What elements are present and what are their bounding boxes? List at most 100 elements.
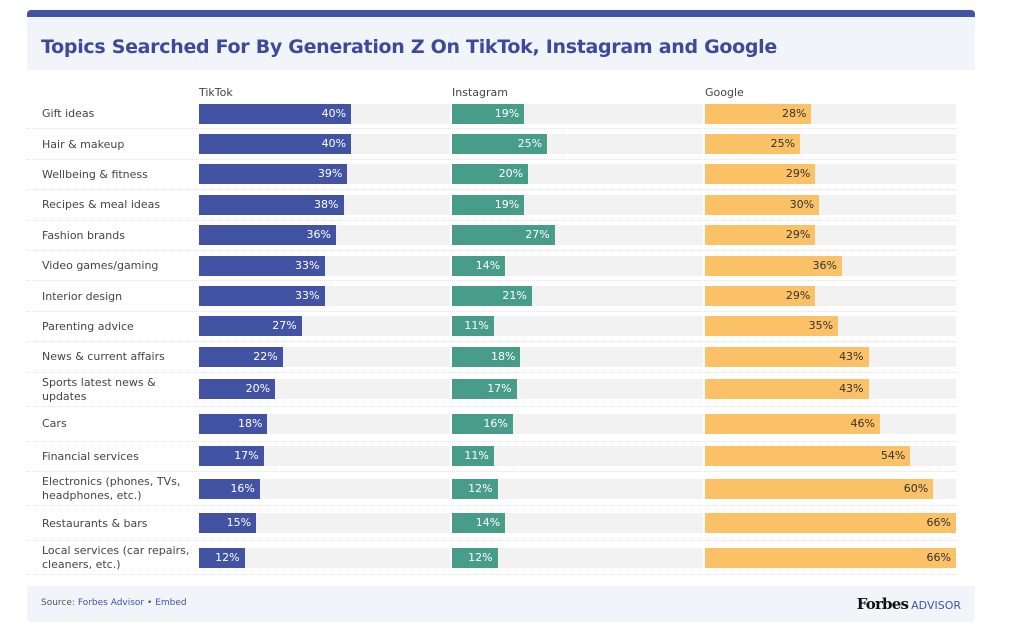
bar-track: 20% [199,379,450,400]
instagram-bar: 12% [452,478,498,499]
chart-header: Topics Searched For By Generation Z On T… [27,17,975,70]
value-label: 38% [314,197,339,211]
bar-track: 19% [452,194,703,215]
chart-row: Fashion brands 36% 27% 29% [27,221,957,251]
value-label: 29% [785,167,811,181]
bar-track: 11% [452,446,703,467]
source-line: Source: Forbes Advisor • Embed [41,598,187,608]
bar-track: 60% [705,478,956,499]
tiktok-bar: 40% [199,103,352,124]
value-label: 14% [475,258,501,272]
google-bar: 28% [705,103,812,124]
value-label: 33% [295,289,320,303]
bar-track: 33% [199,286,450,307]
bar-track: 38% [199,194,450,215]
google-bar: 25% [705,134,801,155]
google-bar: 46% [705,413,880,434]
chart-card: Topics Searched For By Generation Z On T… [27,10,975,622]
category-label: Gift ideas [42,107,95,121]
instagram-bar: 19% [452,194,525,215]
bar-track: 21% [452,286,703,307]
bar-track: 16% [199,478,450,499]
top-accent-bar [27,10,975,17]
value-label: 27% [525,228,550,242]
value-label: 18% [491,349,516,363]
bar-track: 27% [452,225,703,246]
value-label: 54% [880,449,906,463]
value-label: 12% [468,481,493,495]
google-bar: 35% [705,316,839,337]
instagram-bar: 20% [452,164,529,185]
bar-track: 14% [452,513,703,534]
google-bar: 29% [705,164,816,185]
bar-track: 36% [705,255,956,276]
tiktok-bar: 38% [199,194,344,215]
bar-track: 12% [452,478,703,499]
bar-track: 36% [199,225,450,246]
value-label: 20% [245,382,271,396]
google-bar: 36% [705,255,842,276]
value-label: 11% [464,449,489,463]
bar-track: 11% [452,316,703,337]
bar-track: 40% [199,134,450,155]
category-label: Fashion brands [42,228,125,242]
tiktok-bar: 33% [199,286,325,307]
value-label: 16% [483,416,508,430]
bar-track: 39% [199,164,450,185]
value-label: 25% [770,137,796,151]
value-label: 11% [464,319,489,333]
value-label: 43% [839,349,864,363]
chart-row: Financial services 17% 11% 54% [27,442,957,472]
bar-track: 33% [199,255,450,276]
bar-track: 18% [452,346,703,367]
bar-track: 15% [199,513,450,534]
instagram-bar: 27% [452,225,555,246]
tiktok-bar: 40% [199,134,352,155]
instagram-bar: 21% [452,286,532,307]
value-label: 28% [782,106,807,120]
value-label: 20% [498,167,524,181]
bar-track: 29% [705,164,956,185]
value-label: 19% [494,197,520,211]
category-label: Local services (car repairs, cleaners, e… [42,544,190,572]
bar-track: 29% [705,286,956,307]
instagram-bar: 19% [452,103,525,124]
tiktok-bar: 17% [199,446,264,467]
tiktok-bar: 39% [199,164,348,185]
embed-link[interactable]: Embed [155,598,187,608]
bar-track: 30% [705,194,956,215]
value-label: 35% [808,319,834,333]
instagram-bar: 17% [452,379,517,400]
bar-track: 28% [705,103,956,124]
instagram-bar: 25% [452,134,548,155]
separator: • [147,598,153,608]
bar-track: 66% [705,547,956,568]
chart-row: Hair & makeup 40% 25% 25% [27,129,957,160]
bar-track: 20% [452,164,703,185]
tiktok-bar: 22% [199,346,283,367]
google-bar: 54% [705,446,911,467]
source-link[interactable]: Forbes Advisor [77,598,145,608]
chart-row: Local services (car repairs, cleaners, e… [27,541,957,576]
category-label: Wellbeing & fitness [42,167,148,181]
category-label: Cars [42,417,67,431]
tiktok-bar: 33% [199,255,325,276]
google-bar: 60% [705,478,934,499]
instagram-bar: 11% [452,446,494,467]
category-label: Sports latest news & updates [42,375,156,403]
bar-track: 35% [705,316,956,337]
value-label: 40% [321,106,347,120]
value-label: 25% [517,137,543,151]
value-label: 36% [812,258,837,272]
logo-forbes: Forbes [856,595,909,613]
google-bar: 29% [705,225,816,246]
value-label: 60% [903,481,929,495]
bar-track: 19% [452,103,703,124]
bar-track: 54% [705,446,956,467]
tiktok-bar: 27% [199,316,302,337]
tiktok-bar: 36% [199,225,336,246]
forbes-advisor-logo[interactable]: Forbes ADVISOR [857,594,961,613]
value-label: 29% [785,228,811,242]
instagram-bar: 16% [452,413,513,434]
bar-track: 25% [452,134,703,155]
